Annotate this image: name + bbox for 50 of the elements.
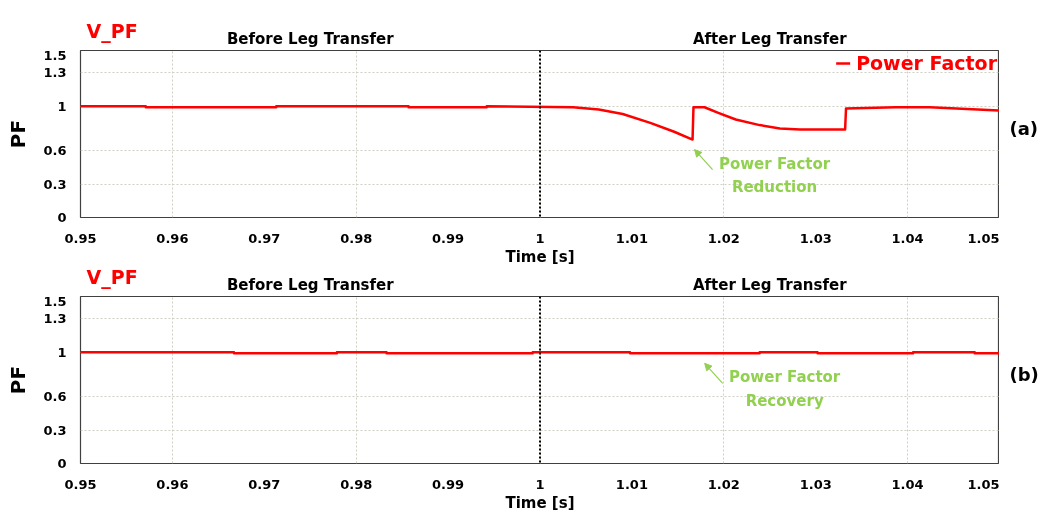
x-tick-label: 1.04 bbox=[891, 230, 924, 246]
x-tick-label: 0.96 bbox=[156, 230, 189, 246]
x-tick-label: 0.99 bbox=[432, 230, 465, 246]
x-tick-label: 0.97 bbox=[248, 230, 281, 246]
x-tick-label: 1.05 bbox=[967, 476, 1000, 492]
text: (b) bbox=[1009, 363, 1039, 385]
y-tick-label: 1.5 bbox=[43, 293, 67, 309]
x-tick-label: 1.02 bbox=[707, 230, 740, 246]
annotation: Power Factor Reduction bbox=[718, 154, 831, 196]
x-tick-label: 1.01 bbox=[615, 230, 648, 246]
y-tick-label: 0.3 bbox=[43, 422, 67, 438]
text: Before Leg Transfer bbox=[226, 275, 395, 294]
text: After Leg Transfer bbox=[692, 275, 848, 294]
annotation: Power Factor Recovery bbox=[729, 368, 841, 410]
y-tick-label: 1.3 bbox=[43, 65, 67, 81]
x-tick-label: 1.05 bbox=[967, 230, 1000, 246]
y-tick-label: 0.3 bbox=[43, 176, 67, 192]
y-tick-label: 1.5 bbox=[43, 47, 67, 63]
text: After Leg Transfer bbox=[692, 29, 848, 48]
legend-label: Power Factor bbox=[856, 52, 997, 74]
x-tick-label: 0.98 bbox=[340, 476, 373, 492]
x-tick-label: 0.95 bbox=[64, 230, 97, 246]
y-tick-label: 0 bbox=[57, 210, 67, 225]
y-tick-label: 0.6 bbox=[43, 143, 67, 159]
x-tick-label: 1 bbox=[535, 230, 545, 246]
y-axis-title: PF bbox=[6, 365, 31, 395]
y-tick-label: 0.6 bbox=[43, 389, 67, 405]
x-tick-label: 1.03 bbox=[799, 230, 832, 246]
x-tick-label: 0.96 bbox=[156, 476, 189, 492]
text: (a) bbox=[1009, 117, 1039, 139]
x-tick-label: 1.04 bbox=[891, 476, 924, 492]
x-tick-label: 1.01 bbox=[615, 476, 648, 492]
x-tick-label: 1 bbox=[535, 476, 545, 492]
x-tick-label: 0.95 bbox=[64, 476, 97, 492]
y-tick-label: 1 bbox=[57, 344, 67, 360]
x-axis-title: Time [s] bbox=[505, 247, 575, 266]
text: Before Leg Transfer bbox=[226, 29, 395, 48]
chart-title: V_PF bbox=[86, 19, 138, 43]
chart-title: V_PF bbox=[86, 265, 138, 289]
line-series bbox=[80, 104, 999, 141]
x-tick-label: 0.98 bbox=[340, 230, 373, 246]
y-tick-label: 1.3 bbox=[43, 311, 67, 327]
x-tick-label: 1.02 bbox=[707, 476, 740, 492]
y-axis-title: PF bbox=[6, 119, 31, 149]
x-tick-label: 0.99 bbox=[432, 476, 465, 492]
y-tick-label: 0 bbox=[57, 456, 67, 471]
x-axis-title: Time [s] bbox=[505, 493, 575, 512]
x-tick-label: 1.03 bbox=[799, 476, 832, 492]
x-tick-label: 0.97 bbox=[248, 476, 281, 492]
y-tick-label: 1 bbox=[57, 98, 67, 114]
